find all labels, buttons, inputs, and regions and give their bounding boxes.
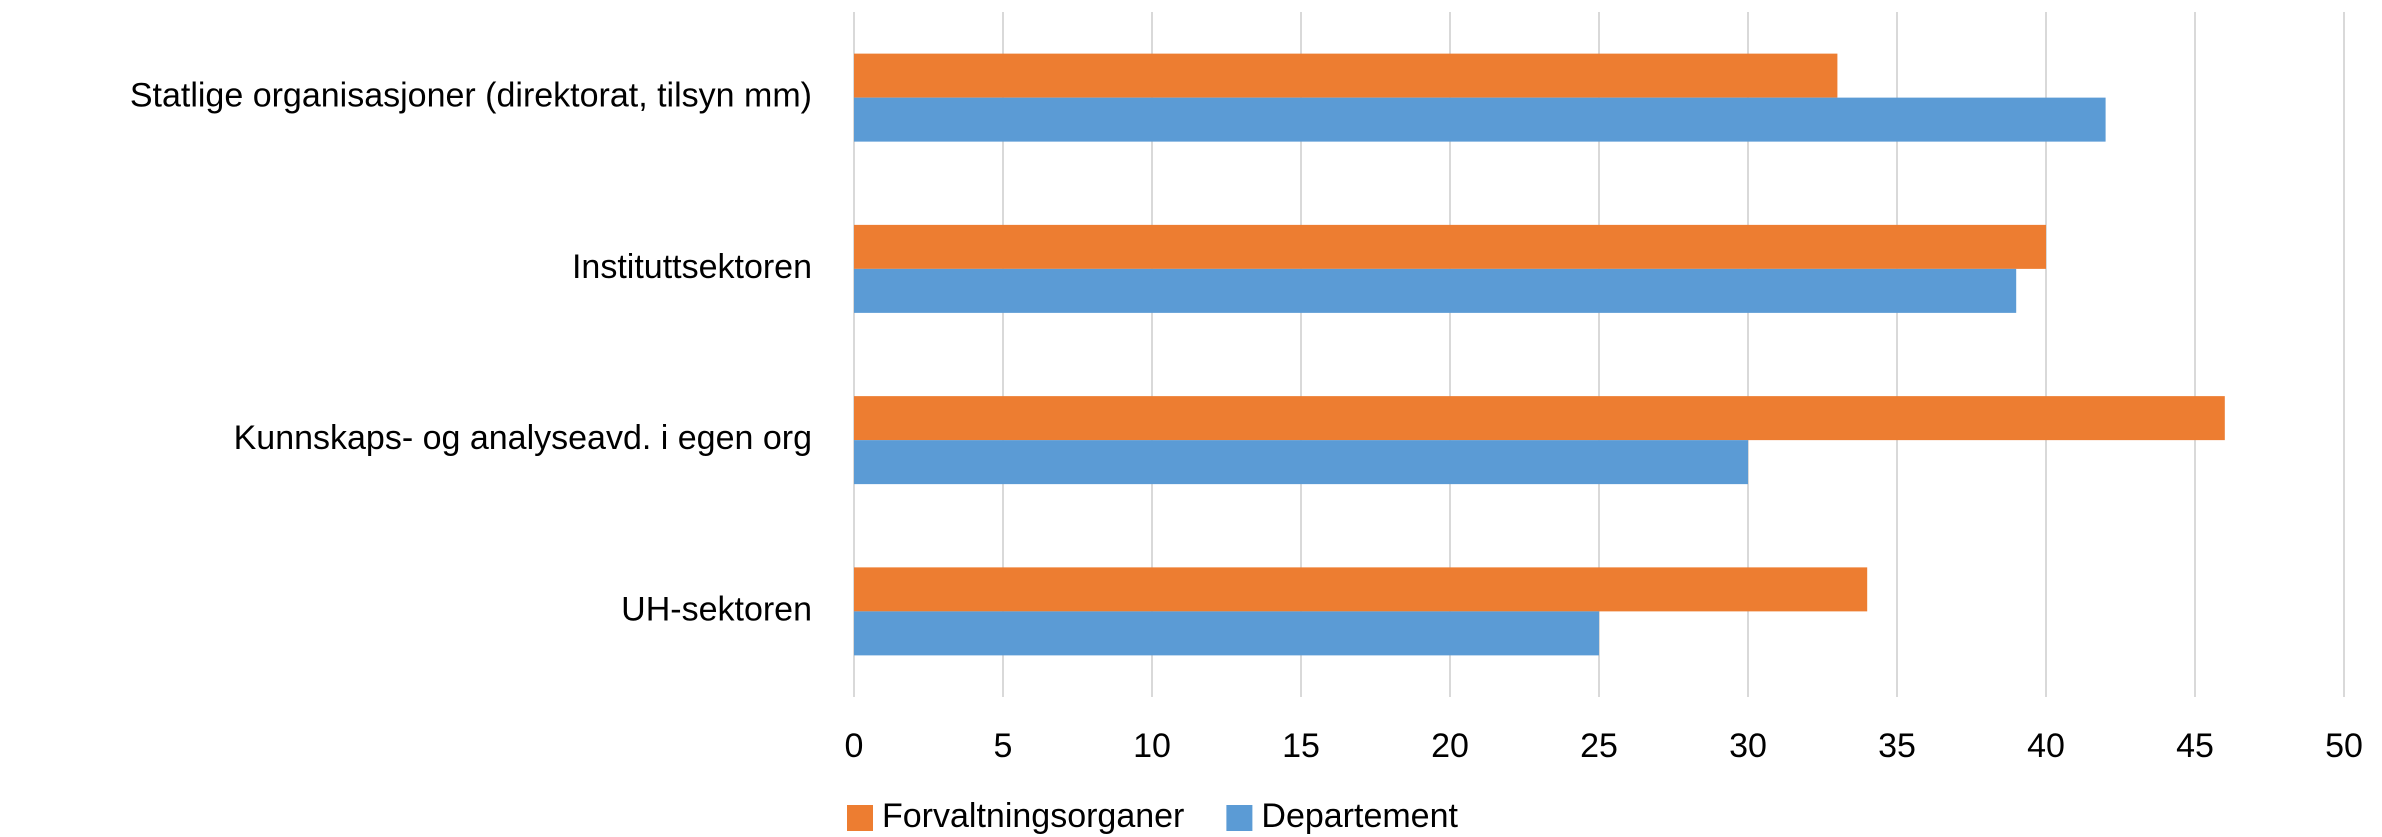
bar <box>854 97 2106 142</box>
y-tick-label: Kunnskaps- og analyseavd. i egen org <box>234 419 812 457</box>
x-tick-label: 0 <box>845 727 864 765</box>
y-tick-label: UH-sektoren <box>621 590 812 628</box>
x-tick-label: 45 <box>2176 727 2214 765</box>
x-tick-label: 50 <box>2325 727 2363 765</box>
legend-swatch <box>1226 805 1253 831</box>
x-tick-label: 25 <box>1580 727 1618 765</box>
x-tick-label: 40 <box>2027 727 2065 765</box>
bar <box>854 268 2017 313</box>
y-tick-label: Statlige organisasjoner (direktorat, til… <box>130 77 812 115</box>
bar <box>854 224 2046 269</box>
bar <box>854 611 1599 656</box>
x-tick-label: 30 <box>1729 727 1767 765</box>
x-tick-label: 15 <box>1282 727 1320 765</box>
bar <box>854 53 1838 98</box>
bar <box>854 567 1868 612</box>
x-tick-label: 10 <box>1133 727 1171 765</box>
y-tick-label: Instituttsektoren <box>572 248 812 286</box>
x-tick-label: 20 <box>1431 727 1469 765</box>
x-tick-label: 5 <box>994 727 1013 765</box>
x-tick-label: 35 <box>1878 727 1916 765</box>
bar <box>854 440 1748 485</box>
bar <box>854 396 2225 441</box>
legend-label: Departement <box>1261 797 1458 835</box>
legend-swatch <box>847 805 873 831</box>
legend-label: Forvaltningsorganer <box>882 797 1184 835</box>
